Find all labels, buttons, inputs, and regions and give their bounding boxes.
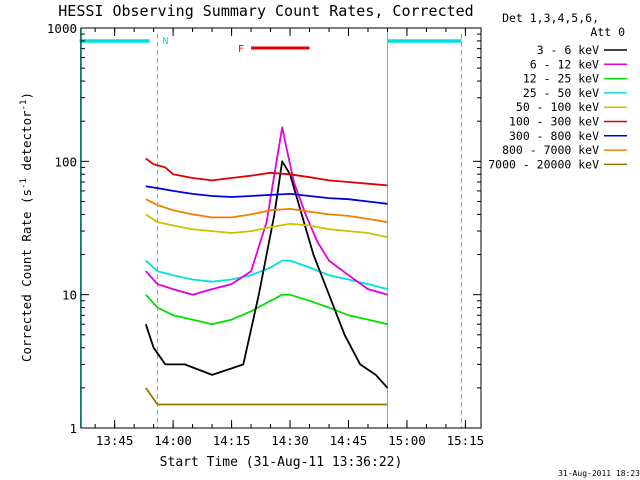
- legend-header-line-2: Att 0: [590, 25, 625, 39]
- x-tick-label: 15:15: [447, 433, 485, 448]
- series-line-6: [145, 185, 388, 205]
- x-tick-label: 13:45: [96, 433, 134, 448]
- series-line-3: [145, 259, 388, 290]
- x-tick-label: 14:00: [154, 433, 192, 448]
- series-line-5: [145, 157, 388, 187]
- legend-label: 25 - 50 keV: [523, 86, 599, 100]
- y-axis-label: Corrected Count Rate (s-1 detector-1): [19, 92, 34, 362]
- plot-area: NF: [79, 28, 463, 428]
- legend-label: 50 - 100 keV: [516, 100, 599, 114]
- x-tick-label: 14:45: [330, 433, 368, 448]
- series-line-7: [145, 198, 388, 223]
- chart-title: HESSI Observing Summary Count Rates, Cor…: [58, 2, 473, 20]
- series-line-8: [145, 387, 388, 406]
- legend-label: 6 - 12 keV: [530, 57, 599, 71]
- legend-label: 100 - 300 keV: [509, 115, 599, 129]
- x-tick-label: 14:30: [271, 433, 309, 448]
- series-line-2: [145, 293, 388, 326]
- y-tick-label: 100: [54, 154, 77, 169]
- plot-frame: [80, 27, 482, 429]
- date-stamp: 31-Aug-2011 18:23: [558, 469, 640, 478]
- x-tick-label: 15:00: [388, 433, 426, 448]
- flare-marker-label: F: [238, 44, 244, 55]
- y-tick-label: 1000: [47, 21, 77, 36]
- y-tick-label: 10: [62, 288, 77, 303]
- legend-label: 7000 - 20000 keV: [488, 157, 599, 171]
- y-tick-label: 1: [69, 421, 77, 436]
- legend-label: 12 - 25 keV: [523, 72, 599, 86]
- x-tick-label: 14:15: [213, 433, 251, 448]
- legend-label: 3 - 6 keV: [537, 43, 599, 57]
- night-marker-label: N: [163, 36, 169, 47]
- legend-label: 800 - 7000 keV: [502, 143, 599, 157]
- series-line-4: [145, 213, 388, 239]
- x-axis-label: Start Time (31-Aug-11 13:36:22): [160, 455, 403, 470]
- legend-label: 300 - 800 keV: [509, 129, 599, 143]
- series-line-0: [144, 160, 389, 389]
- series-line-1: [145, 126, 388, 296]
- legend-header-line-1: Det 1,3,4,5,6,: [502, 11, 599, 25]
